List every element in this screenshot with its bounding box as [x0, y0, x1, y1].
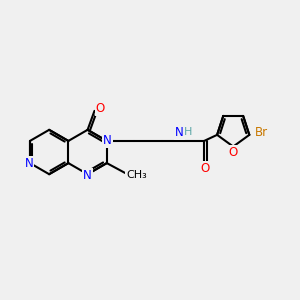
Text: O: O: [200, 162, 210, 175]
Text: O: O: [229, 146, 238, 159]
Text: H: H: [183, 128, 192, 137]
Text: CH₃: CH₃: [126, 170, 147, 180]
Text: N: N: [103, 134, 112, 147]
Text: Br: Br: [255, 126, 268, 139]
Text: N: N: [25, 157, 34, 169]
Text: N: N: [175, 126, 184, 139]
Text: N: N: [83, 169, 92, 182]
Text: O: O: [95, 102, 105, 116]
